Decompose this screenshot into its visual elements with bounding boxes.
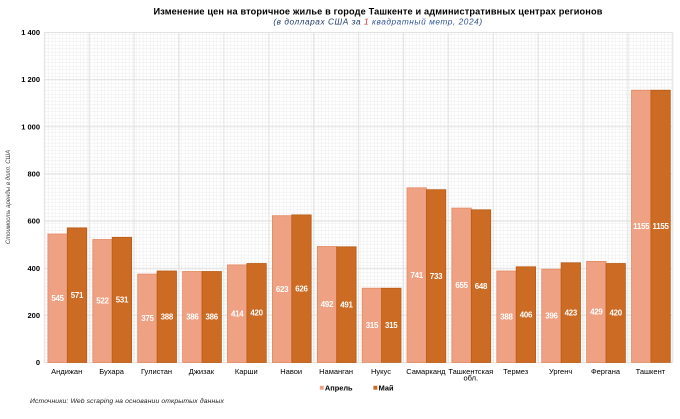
- svg-text:Май: Май: [379, 383, 394, 392]
- svg-text:396: 396: [545, 312, 558, 321]
- svg-text:420: 420: [250, 309, 263, 318]
- svg-text:388: 388: [161, 313, 174, 322]
- svg-text:492: 492: [321, 300, 334, 309]
- svg-text:Стоимость аренды в долл. США: Стоимость аренды в долл. США: [6, 150, 12, 244]
- svg-text:Ташкентская: Ташкентская: [448, 367, 493, 376]
- svg-text:648: 648: [475, 282, 488, 291]
- svg-text:Нукус: Нукус: [371, 367, 391, 376]
- svg-text:1155: 1155: [633, 222, 650, 231]
- svg-text:1 200: 1 200: [21, 75, 40, 84]
- svg-text:Андижан: Андижан: [51, 367, 82, 376]
- svg-text:Наманган: Наманган: [319, 367, 353, 376]
- svg-text:388: 388: [500, 313, 513, 322]
- svg-text:400: 400: [27, 264, 40, 273]
- svg-text:315: 315: [366, 321, 379, 330]
- svg-text:406: 406: [520, 310, 533, 319]
- svg-text:Фергана: Фергана: [591, 367, 621, 376]
- svg-text:0: 0: [36, 358, 40, 367]
- svg-text:Ташкент: Ташкент: [636, 367, 666, 376]
- svg-text:Источники: Web scraping на осн: Источники: Web scraping на основании отк…: [30, 397, 224, 405]
- svg-text:Гулистан: Гулистан: [141, 367, 172, 376]
- svg-text:623: 623: [276, 285, 289, 294]
- svg-text:626: 626: [295, 284, 308, 293]
- svg-text:429: 429: [590, 308, 603, 317]
- svg-text:Апрель: Апрель: [325, 383, 353, 392]
- svg-text:800: 800: [27, 170, 40, 179]
- svg-text:571: 571: [71, 291, 84, 300]
- svg-text:375: 375: [141, 314, 154, 323]
- svg-text:545: 545: [51, 294, 64, 303]
- svg-text:Навои: Навои: [280, 367, 302, 376]
- svg-text:Ургенч: Ургенч: [549, 367, 572, 376]
- svg-text:655: 655: [455, 281, 468, 290]
- svg-text:420: 420: [609, 309, 622, 318]
- svg-text:491: 491: [340, 300, 353, 309]
- svg-text:414: 414: [231, 309, 244, 318]
- svg-text:423: 423: [565, 308, 578, 317]
- svg-text:531: 531: [116, 296, 129, 305]
- svg-text:733: 733: [430, 272, 443, 281]
- svg-text:1155: 1155: [653, 222, 670, 231]
- svg-text:обл.: обл.: [464, 374, 479, 383]
- svg-text:Самарканд: Самарканд: [406, 367, 446, 376]
- svg-text:386: 386: [205, 313, 218, 322]
- svg-text:200: 200: [27, 311, 40, 320]
- svg-text:Бухара: Бухара: [99, 367, 125, 376]
- svg-text:522: 522: [96, 297, 109, 306]
- svg-text:386: 386: [186, 313, 199, 322]
- svg-text:1 000: 1 000: [21, 122, 40, 131]
- svg-text:600: 600: [27, 217, 40, 226]
- svg-text:Термез: Термез: [503, 367, 529, 376]
- svg-text:1 400: 1 400: [21, 28, 40, 37]
- svg-text:(в долларах США за 1 квадратны: (в долларах США за 1 квадратный метр, 20…: [273, 17, 482, 27]
- svg-text:Изменение цен на вторичное жил: Изменение цен на вторичное жилье в город…: [153, 7, 602, 17]
- svg-text:315: 315: [385, 321, 398, 330]
- svg-text:Джизак: Джизак: [189, 367, 215, 376]
- svg-text:Карши: Карши: [235, 367, 258, 376]
- svg-text:741: 741: [410, 271, 423, 280]
